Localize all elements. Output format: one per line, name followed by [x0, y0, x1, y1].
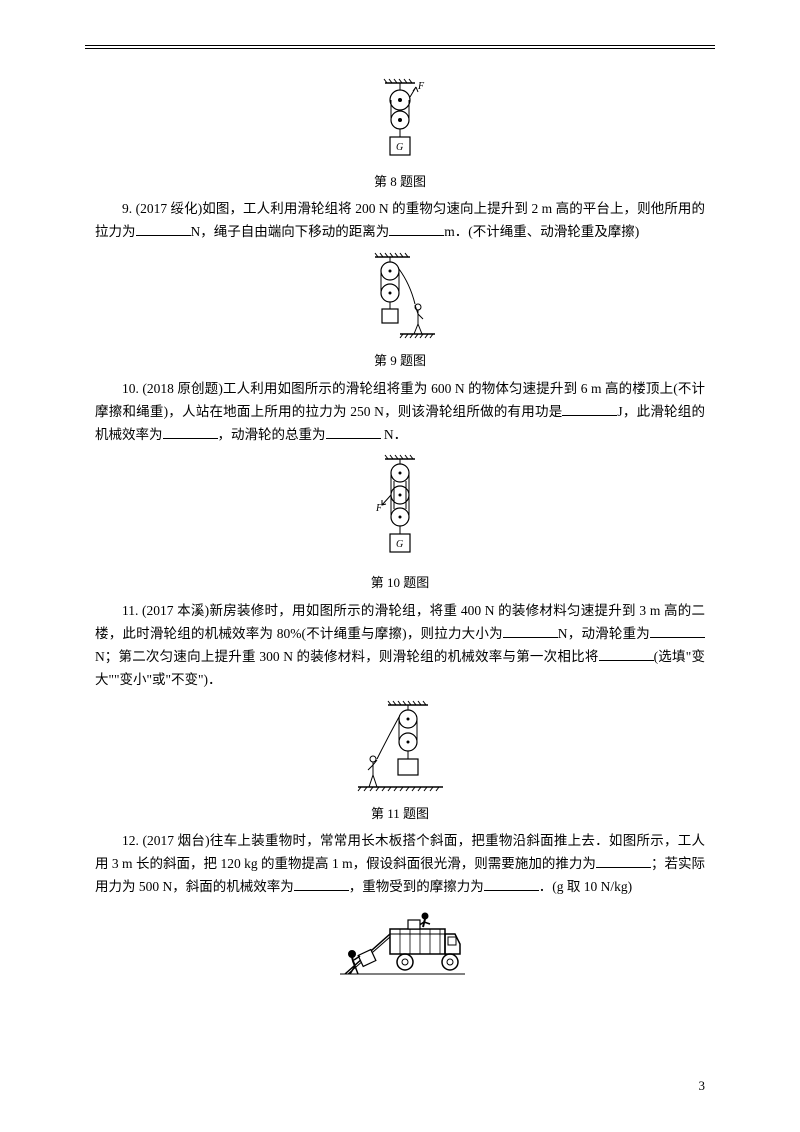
svg-text:G: G — [396, 539, 403, 550]
q10-blank-2 — [163, 424, 218, 439]
q10-blank-1 — [562, 401, 617, 416]
figure-9-caption: 第 9 题图 — [95, 349, 705, 372]
q11-text-3: N；第二次匀速向上提升重 300 N 的装修材料，则滑轮组的机械效率与第一次相比… — [95, 649, 599, 664]
q10-text-3: ，动滑轮的总重为 — [218, 427, 326, 442]
q12-blank-1 — [596, 853, 651, 868]
q9-blank-2 — [389, 221, 444, 236]
page-top-rule — [85, 45, 715, 46]
q12-blank-3 — [484, 876, 539, 891]
q12-text-4: ．(g 取 10 N/kg) — [539, 879, 632, 894]
figure-9 — [95, 249, 705, 344]
q11-blank-2 — [650, 623, 705, 638]
figure-8: F G — [95, 75, 705, 165]
question-11: 11. (2017 本溪)新房装修时，用如图所示的滑轮组，将重 400 N 的装… — [95, 600, 705, 692]
q9-text-2: N，绳子自由端向下移动的距离为 — [191, 224, 390, 239]
page-number: 3 — [699, 1074, 706, 1097]
figure-10-caption: 第 10 题图 — [95, 571, 705, 594]
svg-text:G: G — [396, 142, 403, 153]
q11-text-2: N，动滑轮重为 — [558, 626, 650, 641]
question-12: 12. (2017 烟台)往车上装重物时，常常用长木板搭个斜面，把重物沿斜面推上… — [95, 830, 705, 899]
q12-text-3: ，重物受到的摩擦力为 — [349, 879, 484, 894]
svg-text:F: F — [417, 81, 425, 92]
q12-blank-2 — [294, 876, 349, 891]
question-9: 9. (2017 绥化)如图，工人利用滑轮组将 200 N 的重物匀速向上提升到… — [95, 198, 705, 244]
q11-blank-1 — [503, 623, 558, 638]
figure-11 — [95, 697, 705, 797]
q10-text-4: N． — [381, 427, 408, 442]
figure-10: F G — [95, 451, 705, 566]
figure-12 — [95, 904, 705, 989]
q11-blank-3 — [599, 646, 654, 661]
figure-11-caption: 第 11 题图 — [95, 802, 705, 825]
q9-blank-1 — [136, 221, 191, 236]
q9-text-3: m．(不计绳重、动滑轮重及摩擦) — [444, 224, 639, 239]
svg-text:F: F — [375, 503, 383, 514]
question-10: 10. (2018 原创题)工人利用如图所示的滑轮组将重为 600 N 的物体匀… — [95, 378, 705, 447]
figure-8-caption: 第 8 题图 — [95, 170, 705, 193]
q10-blank-3 — [326, 424, 381, 439]
